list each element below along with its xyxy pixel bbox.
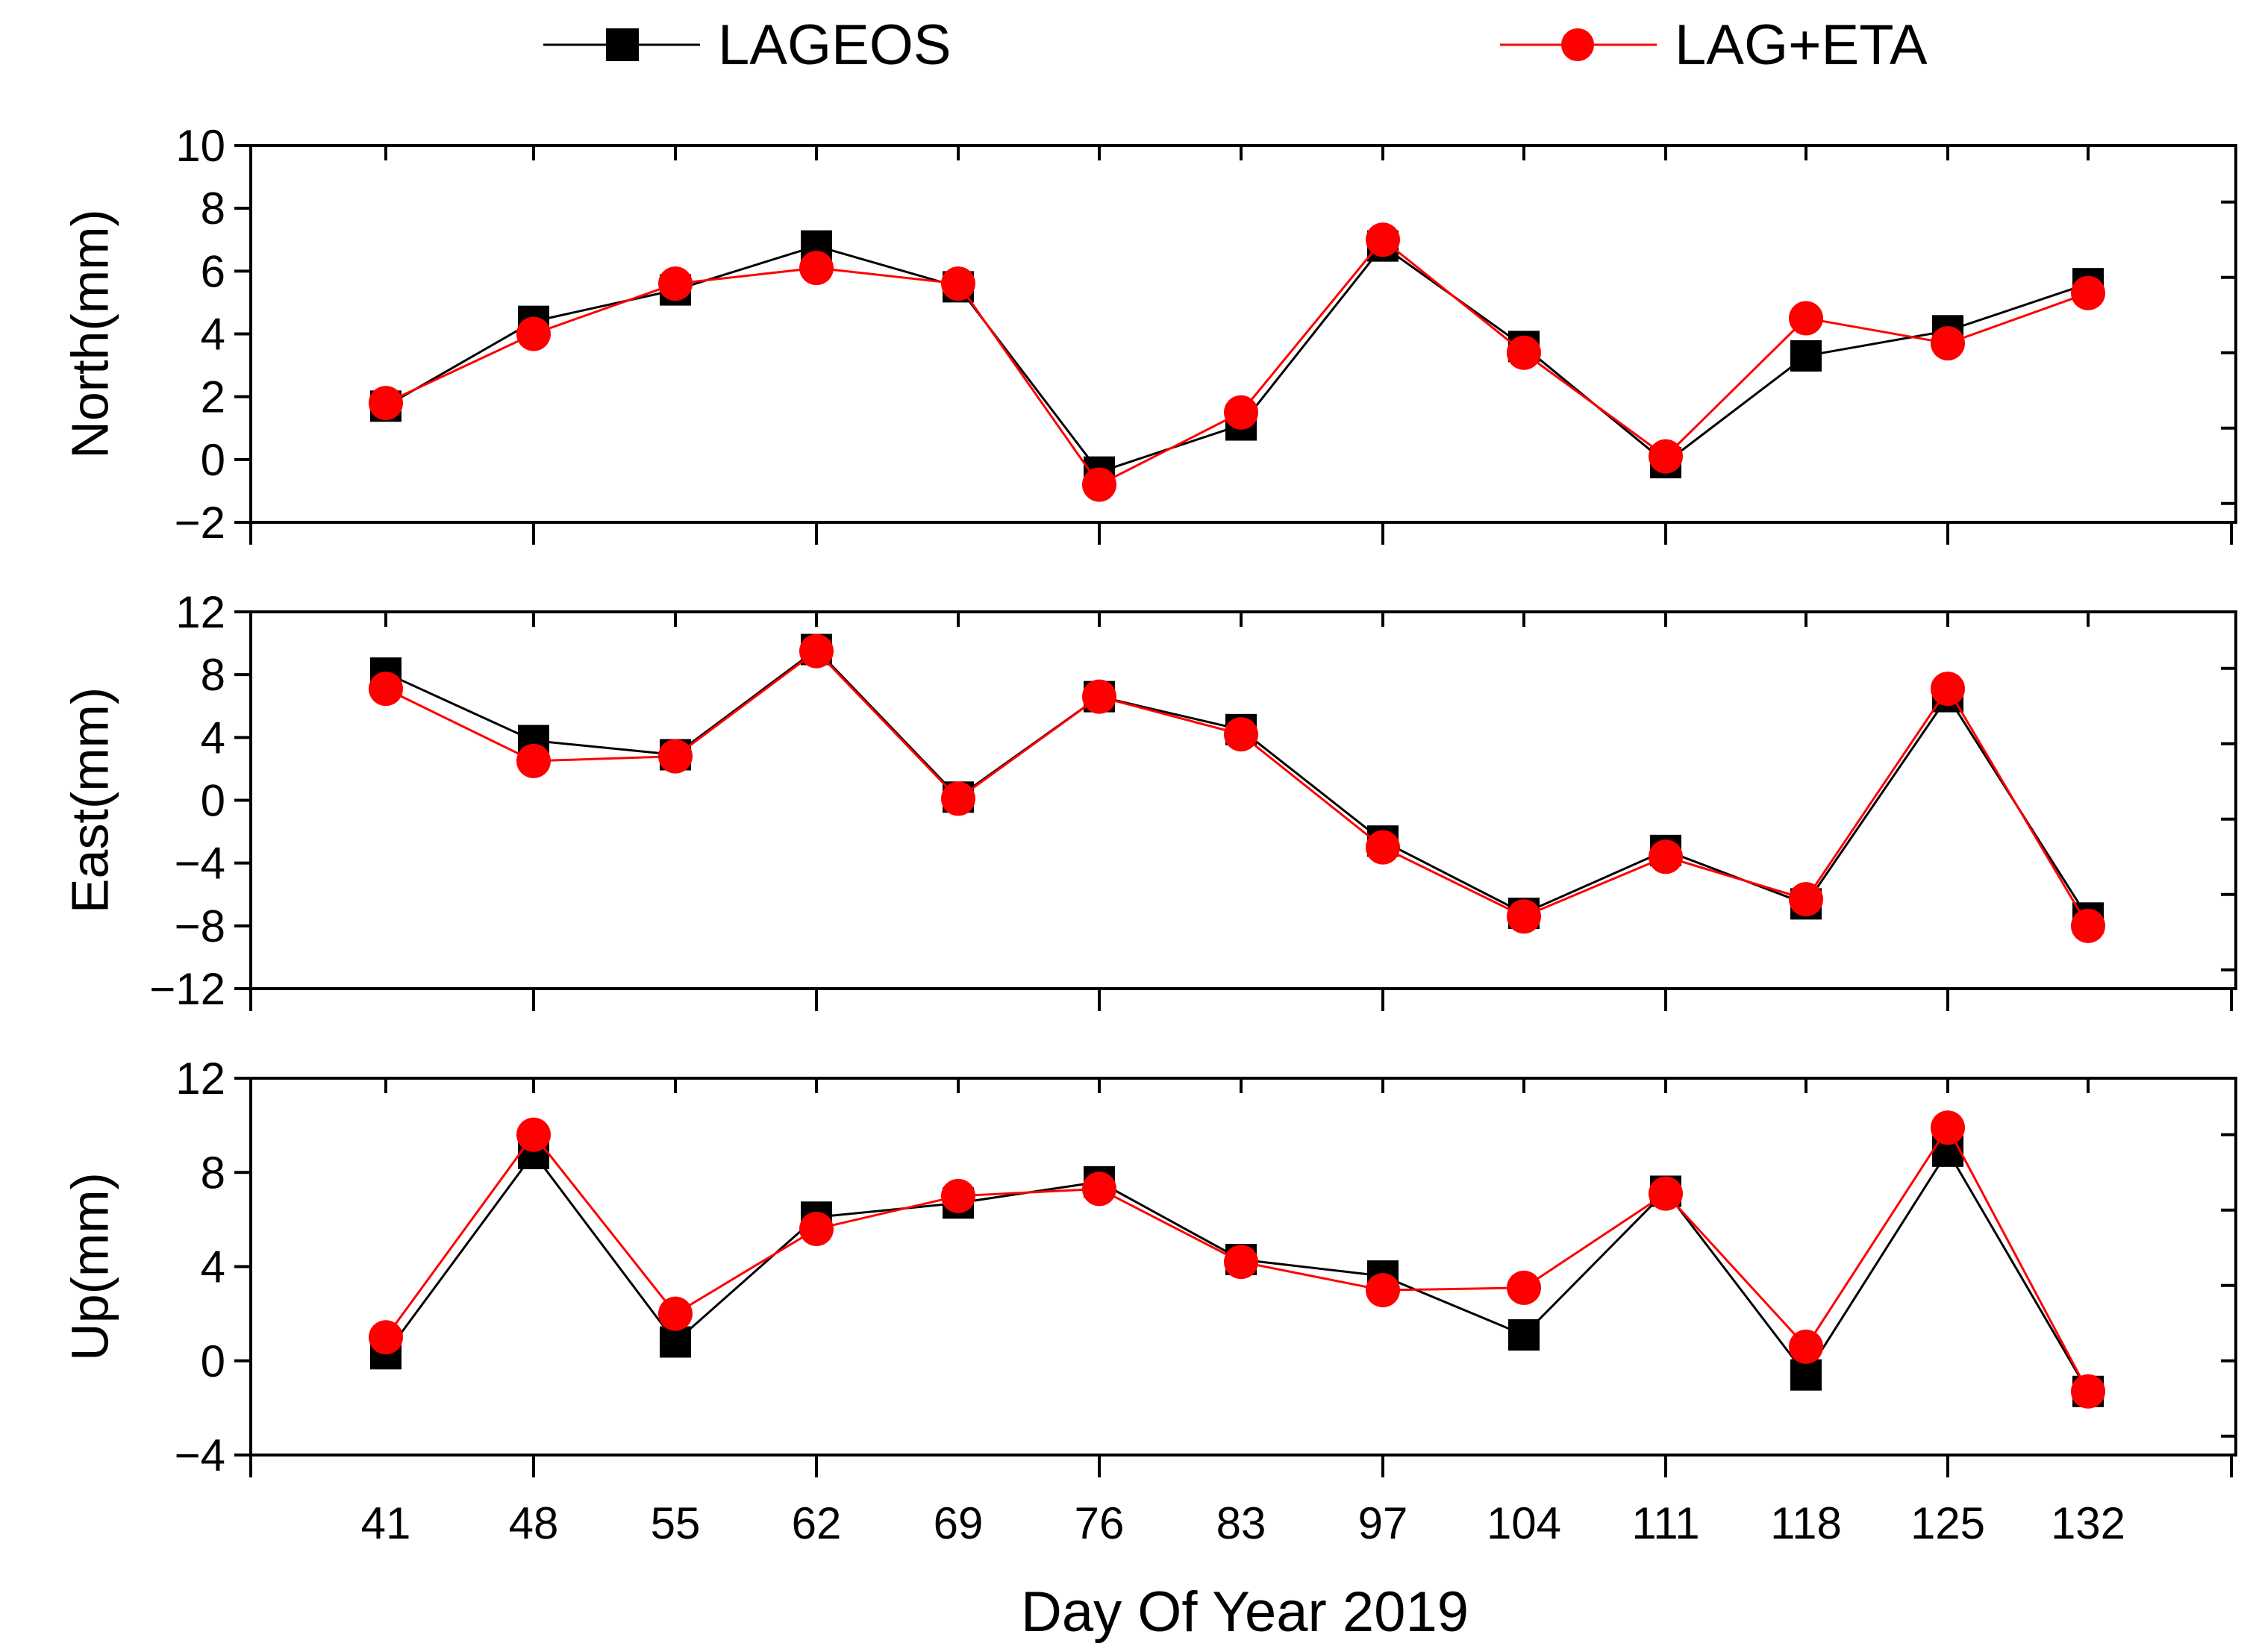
data-point-lageta xyxy=(1649,839,1683,875)
x-tick-label: 69 xyxy=(934,1498,984,1548)
y-tick-label: 4 xyxy=(201,1242,225,1292)
x-tick-label: 104 xyxy=(1487,1498,1561,1548)
panel-east: −12 −8 −4 0 4 8 12 East(mm) xyxy=(61,587,2237,1014)
x-tick-label: 83 xyxy=(1216,1498,1266,1548)
data-point-lageos xyxy=(1508,1319,1540,1351)
data-point-lageta xyxy=(369,1320,403,1355)
y-axis-title-up: Up(mm) xyxy=(61,1172,119,1361)
data-point-lageta xyxy=(1224,1245,1258,1280)
y-tick-label: −12 xyxy=(149,964,225,1014)
y-tick-label: 6 xyxy=(201,246,225,296)
data-point-lageta xyxy=(516,1117,551,1152)
x-tick-label: 118 xyxy=(1770,1498,1842,1548)
data-point-lageta xyxy=(1931,1110,1965,1145)
y-tick-label: −4 xyxy=(175,1430,225,1480)
series-line-lageos xyxy=(385,648,2090,919)
data-point-lageta xyxy=(799,251,834,286)
y-tick-label: −4 xyxy=(175,839,225,889)
data-point-lageta xyxy=(658,1296,693,1331)
data-point-lageta xyxy=(1507,335,1541,370)
y-tick-label: 12 xyxy=(175,587,225,637)
y-tick-label: 8 xyxy=(201,184,225,234)
x-tick-label: 55 xyxy=(651,1498,701,1548)
data-point-lageta xyxy=(658,739,693,774)
series-line-lageta xyxy=(385,238,2089,486)
data-point-lageta xyxy=(1789,1329,1823,1364)
data-point-lageta xyxy=(1649,439,1683,474)
data-point-lageta xyxy=(799,633,834,669)
x-tick-label: 132 xyxy=(2051,1498,2125,1548)
panel-north: −2 0 2 4 6 8 10 North(mm) xyxy=(61,121,2237,548)
x-tick-label: 125 xyxy=(1910,1498,1985,1548)
data-point-lageta xyxy=(1082,1171,1116,1207)
y-axis-title-east: East(mm) xyxy=(61,687,119,913)
y-tick-label: −8 xyxy=(175,901,225,951)
x-tick-label: 48 xyxy=(509,1498,559,1548)
data-point-lageta xyxy=(1366,1273,1400,1308)
x-tick-labels: 41 48 55 62 69 76 83 97 104 111 118 125 132 xyxy=(361,1498,2125,1548)
data-point-lageta xyxy=(2071,275,2105,310)
legend-marker-lageta xyxy=(1561,28,1594,61)
y-tick-label: 10 xyxy=(175,121,225,171)
y-tick-label: 12 xyxy=(175,1054,225,1104)
y-tick-label: 0 xyxy=(201,776,225,826)
x-tick-label: 111 xyxy=(1631,1498,1699,1548)
legend-marker-lageos xyxy=(606,28,639,61)
data-point-lageta xyxy=(1366,830,1400,865)
data-point-lageta xyxy=(1931,672,1965,707)
x-tick-label: 41 xyxy=(361,1498,411,1548)
data-point-lageta xyxy=(1649,1176,1683,1211)
series-line-lageta xyxy=(385,649,2090,927)
y-tick-label: 4 xyxy=(201,310,225,360)
x-tick-label: 76 xyxy=(1075,1498,1125,1548)
y-tick-label: 8 xyxy=(201,650,225,700)
legend-item-lageos: LAGEOS xyxy=(543,13,952,77)
data-point-lageta xyxy=(1507,1270,1541,1305)
data-point-lageta xyxy=(1507,899,1541,934)
data-point-lageta xyxy=(941,781,975,816)
data-point-lageta xyxy=(1082,679,1116,714)
plot-frame xyxy=(249,610,2237,990)
legend-label-lageta: LAG+ETA xyxy=(1675,13,1928,77)
data-point-lageta xyxy=(1789,301,1823,336)
panel-up: −4 0 4 8 12 Up(mm) xyxy=(61,1054,2237,1480)
data-point-lageta xyxy=(369,672,403,707)
y-tick-label: 0 xyxy=(201,435,225,485)
data-point-lageta xyxy=(369,386,403,421)
data-point-lageos xyxy=(660,1326,691,1358)
x-tick-label: 97 xyxy=(1358,1498,1408,1548)
data-point-lageta xyxy=(1082,467,1116,502)
y-tick-label: 2 xyxy=(201,372,225,422)
data-point-lageta xyxy=(2071,1374,2105,1409)
data-point-lageta xyxy=(799,1212,834,1246)
data-point-lageos xyxy=(1790,340,1822,372)
data-point-lageta xyxy=(2071,908,2105,943)
data-point-lageta xyxy=(658,266,693,301)
x-axis-title: Day Of Year 2019 xyxy=(1021,1580,1469,1644)
y-tick-label: −2 xyxy=(175,498,225,548)
data-point-lageta xyxy=(941,1178,975,1213)
data-point-lageta xyxy=(1224,717,1258,752)
data-point-lageta xyxy=(1789,882,1823,917)
legend-item-lageta: LAG+ETA xyxy=(1500,13,1928,77)
data-point-lageta xyxy=(941,266,975,301)
data-point-lageta xyxy=(1931,326,1965,361)
legend-label-lageos: LAGEOS xyxy=(718,13,952,77)
y-tick-label: 8 xyxy=(201,1148,225,1198)
data-point-lageos xyxy=(1790,1359,1822,1391)
panels: −20246810North(mm)−12−8−404812East(mm)−4… xyxy=(61,121,2237,1548)
data-point-lageta xyxy=(1366,222,1400,257)
x-tick-label: 62 xyxy=(792,1498,842,1548)
data-point-lageta xyxy=(516,743,551,778)
data-point-lageta xyxy=(516,316,551,351)
legend: LAGEOS LAG+ETA xyxy=(543,13,1928,77)
y-tick-label: 0 xyxy=(201,1336,225,1386)
y-tick-label: 4 xyxy=(201,713,225,763)
data-point-lageta xyxy=(1224,395,1258,430)
y-axis-title-north: North(mm) xyxy=(61,209,119,458)
